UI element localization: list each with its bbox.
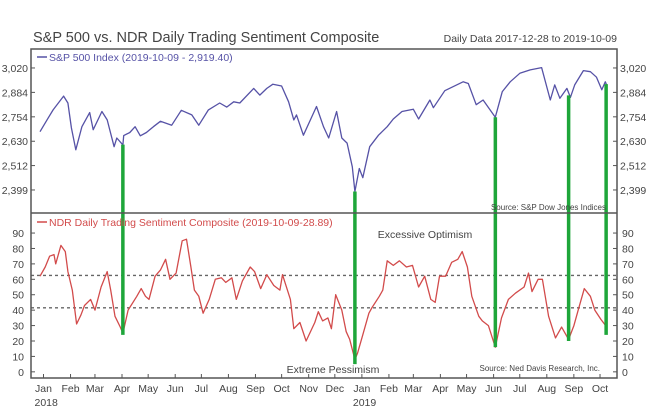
x-tick-label-month: Jan: [35, 383, 52, 395]
x-tick-label-month: Oct: [273, 383, 289, 395]
sentiment-legend-label: NDR Daily Trading Sentiment Composite (2…: [49, 217, 333, 229]
x-tick-label-month: Jul: [195, 383, 208, 395]
sentiment-y-tick-label-right: 70: [622, 259, 634, 271]
sp500-legend: S&P 500 Index (2019-10-09 - 2,919.40): [37, 52, 233, 64]
x-tick-label-month: Aug: [537, 383, 556, 395]
x-tick-label-month: Jun: [167, 383, 184, 395]
sentiment-legend: NDR Daily Trading Sentiment Composite (2…: [37, 217, 333, 229]
sp500-y-tick-label-left: 2,754: [2, 112, 28, 124]
sp500-y-tick-label-right: 2,512: [620, 161, 646, 173]
x-tick-label-month: Jun: [485, 383, 502, 395]
sentiment-y-tick-label-right: 80: [622, 243, 634, 255]
x-tick-label-month: Jul: [513, 383, 526, 395]
x-tick-label-month: Dec: [325, 383, 344, 395]
sentiment-y-tick-label-left: 90: [12, 228, 24, 240]
x-tick-label-month: Jan: [353, 383, 370, 395]
chart-title: S&P 500 vs. NDR Daily Trading Sentiment …: [33, 30, 379, 46]
x-tick-label-month: Oct: [592, 383, 608, 395]
sp500-y-tick-label-left: 2,630: [2, 136, 28, 148]
x-tick-label-month: Sep: [246, 383, 265, 395]
x-tick-label-month: Aug: [219, 383, 238, 395]
sp500-y-tick-label-left: 2,884: [2, 87, 28, 99]
sentiment-y-tick-label-left: 10: [12, 351, 24, 363]
annotation-excessive-optimism: Excessive Optimism: [378, 229, 473, 241]
sp500-y-tick-label-right: 2,399: [620, 185, 646, 197]
x-tick-label-month: Mar: [86, 383, 105, 395]
sp500-y-tick-label-left: 2,512: [2, 161, 28, 173]
sp500-y-tick-label-left: 3,020: [2, 63, 28, 75]
x-tick-label-month: Nov: [299, 383, 318, 395]
annotation-extreme-pessimism: Extreme Pessimism: [287, 364, 380, 376]
x-tick-label-month: Feb: [380, 383, 398, 395]
x-tick-label-month: May: [138, 383, 159, 395]
sentiment-y-tick-label-right: 30: [622, 321, 634, 333]
sentiment-y-tick-label-left: 80: [12, 243, 24, 255]
source-sp-dow-jones: Source: S&P Dow Jones Indices: [491, 203, 606, 212]
sp500-y-tick-label-left: 2,399: [2, 185, 28, 197]
sp500-series-line: [39, 66, 608, 193]
x-tick-label-month: Apr: [114, 383, 131, 395]
x-tick-label-month: Mar: [404, 383, 423, 395]
x-tick-label-month: Sep: [565, 383, 584, 395]
sp500-y-tick-label-right: 3,020: [620, 63, 646, 75]
sentiment-y-tick-label-left: 50: [12, 290, 24, 302]
x-tick-label-year: 2018: [34, 397, 58, 409]
x-tick-label-year: 2019: [353, 397, 377, 409]
sentiment-y-tick-label-right: 10: [622, 351, 634, 363]
sentiment-y-tick-label-right: 60: [622, 274, 634, 286]
sentiment-y-tick-label-left: 30: [12, 321, 24, 333]
sentiment-y-tick-label-right: 20: [622, 336, 634, 348]
sentiment-y-tick-label-right: 50: [622, 290, 634, 302]
sentiment-y-tick-label-left: 20: [12, 336, 24, 348]
sentiment-series-line: [39, 238, 608, 361]
sp500-y-tick-label-right: 2,754: [620, 112, 646, 124]
x-tick-label-month: May: [457, 383, 478, 395]
sentiment-y-tick-label-left: 0: [18, 367, 24, 379]
sentiment-y-tick-label-right: 40: [622, 305, 634, 317]
x-tick-label-month: Feb: [61, 383, 79, 395]
sentiment-y-tick-label-left: 60: [12, 274, 24, 286]
sentiment-y-tick-label-left: 70: [12, 259, 24, 271]
sp500-y-tick-label-right: 2,630: [620, 136, 646, 148]
chart-subtitle: Daily Data 2017-12-28 to 2019-10-09: [444, 33, 618, 45]
sentiment-y-tick-label-right: 90: [622, 228, 634, 240]
sentiment-y-tick-label-left: 40: [12, 305, 24, 317]
sentiment-y-tick-label-right: 0: [622, 367, 628, 379]
sp500-legend-label: S&P 500 Index (2019-10-09 - 2,919.40): [49, 52, 233, 64]
source-ned-davis: Source: Ned Davis Research, Inc.: [480, 364, 601, 373]
x-tick-label-month: Apr: [432, 383, 449, 395]
sp500-y-tick-label-right: 2,884: [620, 87, 646, 99]
